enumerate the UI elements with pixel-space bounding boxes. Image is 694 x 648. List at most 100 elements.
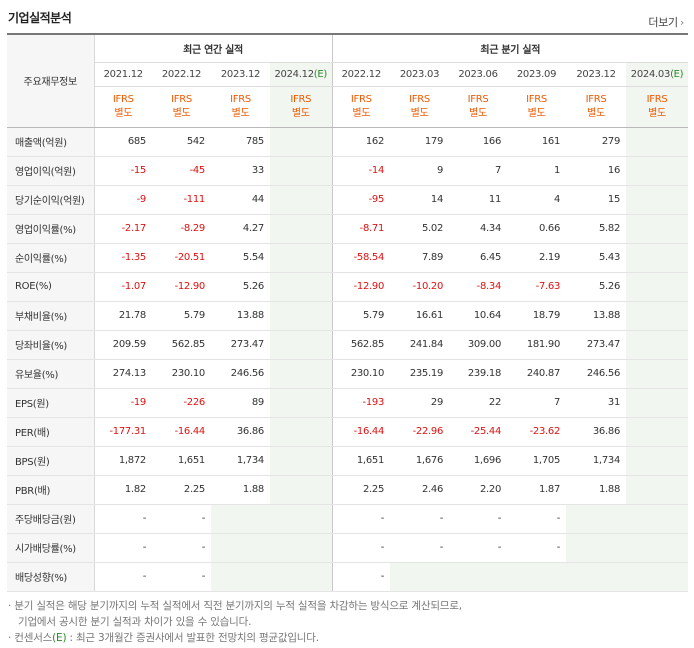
table-cell: -45 xyxy=(152,156,211,186)
table-cell xyxy=(270,127,333,157)
ifrs-type-label: 별도 xyxy=(648,107,666,119)
table-cell xyxy=(566,562,627,592)
table-row: 당좌비율(%) 209.59 562.85 273.47 562.85 241.84 309… xyxy=(7,330,689,360)
period-header: 2023.03 xyxy=(390,62,450,87)
table-cell: 239.18 xyxy=(449,359,508,389)
table-cell: 14 xyxy=(390,185,450,215)
row-label: 순이익률(%) xyxy=(7,243,95,273)
ifrs-type-label: 별도 xyxy=(114,107,133,119)
table-cell xyxy=(626,156,689,186)
table-cell: -111 xyxy=(152,185,211,215)
ifrs-label: IFRS xyxy=(230,93,251,105)
row-label: BPS(원) xyxy=(7,446,95,476)
table-cell xyxy=(211,533,270,563)
table-cell: -226 xyxy=(152,387,211,418)
table-cell: 2.19 xyxy=(507,243,567,273)
ifrs-type-label: 별도 xyxy=(231,107,250,119)
estimate-mark: (E) xyxy=(670,68,684,80)
table-cell: 21.78 xyxy=(94,300,152,331)
ifrs-label: IFRS xyxy=(112,93,134,105)
table-cell xyxy=(626,243,689,273)
table-cell: 5.54 xyxy=(211,243,270,273)
table-cell: - xyxy=(331,503,391,534)
table-cell: 5.43 xyxy=(566,243,627,273)
table-cell: - xyxy=(331,533,391,563)
table-cell xyxy=(626,446,689,476)
corner-label: 주요재무정보 xyxy=(7,33,95,128)
table-cell: 1,705 xyxy=(507,446,567,476)
table-cell: 22 xyxy=(449,387,508,418)
chevron-right-icon: › xyxy=(679,16,684,29)
table-cell xyxy=(390,562,450,592)
more-link[interactable]: 더보기 › xyxy=(648,14,684,30)
period-label: 2024.03 xyxy=(630,68,671,80)
table-cell: 240.87 xyxy=(507,359,567,389)
table-cell: 1 xyxy=(507,156,567,186)
period-label: 2023.12 xyxy=(220,68,261,80)
row-label: 당좌비율(%) xyxy=(7,330,95,360)
ifrs-header: IFRS 별도 xyxy=(94,86,152,128)
footnote-1: · 분기 실적은 해당 분기까지의 누적 실적에서 직전 분기까지의 누적 실적… xyxy=(8,600,462,612)
row-label: 당기순이익(억원) xyxy=(7,185,95,215)
ifrs-header: IFRS 별도 xyxy=(390,86,450,128)
table-cell: 1,734 xyxy=(566,446,627,476)
table-cell xyxy=(270,300,333,331)
row-label: 영업이익률(%) xyxy=(7,213,95,244)
table-cell: 2.25 xyxy=(331,475,391,505)
table-cell: 241.84 xyxy=(390,330,450,360)
table-cell: 9 xyxy=(390,156,450,186)
table-cell xyxy=(270,417,333,447)
period-header: 2024.12(E) xyxy=(270,62,333,87)
ifrs-type-label: 별도 xyxy=(291,107,310,119)
table-cell: 2.25 xyxy=(152,475,211,505)
footnote-2-estimate-mark: (E) xyxy=(52,632,67,644)
table-row: 당기순이익(억원) -9 -111 44 -95 14 11 4 15 xyxy=(7,185,689,215)
table-cell xyxy=(626,359,689,389)
table-cell: 273.47 xyxy=(566,330,627,360)
period-header: 2022.12 xyxy=(152,62,211,87)
ifrs-header: IFRS 별도 xyxy=(270,86,333,128)
ifrs-type-label: 별도 xyxy=(352,107,371,119)
table-cell: 279 xyxy=(566,127,627,157)
table-cell: 209.59 xyxy=(94,330,152,360)
row-label: 매출액(억원) xyxy=(7,127,95,157)
table-cell: 1,651 xyxy=(152,446,211,476)
table-cell: -12.90 xyxy=(152,272,211,302)
table-cell xyxy=(626,213,689,244)
table-row: 주당배당금(원) - - - - - - xyxy=(7,503,689,534)
table-cell: 1.88 xyxy=(566,475,627,505)
ifrs-label: IFRS xyxy=(171,93,192,105)
table-cell: -10.20 xyxy=(390,272,450,302)
table-row: EPS(원) -19 -226 89 -193 29 22 7 31 xyxy=(7,387,689,418)
table-cell: -25.44 xyxy=(449,417,508,447)
table-cell: - xyxy=(331,562,391,592)
period-label: 2024.12 xyxy=(274,68,315,80)
period-label: 2023.06 xyxy=(458,68,498,80)
ifrs-header: IFRS 별도 xyxy=(507,86,567,128)
period-header: 2022.12 xyxy=(331,62,391,87)
table-cell xyxy=(626,387,689,418)
table-cell: 16.61 xyxy=(390,300,450,331)
table-cell xyxy=(270,562,333,592)
table-cell: - xyxy=(94,503,152,534)
table-cell: -177.31 xyxy=(94,417,152,447)
row-label: ROE(%) xyxy=(7,272,95,302)
table-cell: 4.27 xyxy=(211,213,270,244)
table-cell: -8.34 xyxy=(449,272,508,302)
table-cell: -9 xyxy=(94,185,152,215)
table-row: BPS(원) 1,872 1,651 1,734 1,651 1,676 1,696 1,70… xyxy=(7,446,689,476)
table-cell: - xyxy=(507,533,567,563)
table-cell: -7.63 xyxy=(507,272,567,302)
table-row: 시가배당률(%) - - - - - - xyxy=(7,533,689,563)
row-label: 배당성향(%) xyxy=(7,562,95,592)
period-label: 2023.09 xyxy=(516,68,557,80)
table-cell: 2.20 xyxy=(449,475,508,505)
ifrs-header: IFRS 별도 xyxy=(211,86,270,128)
table-cell xyxy=(270,156,333,186)
table-cell: 15 xyxy=(566,185,627,215)
table-cell: 6.45 xyxy=(449,243,508,273)
ifrs-type-label: 별도 xyxy=(172,107,191,119)
table-cell xyxy=(270,475,333,505)
table-cell: - xyxy=(152,533,211,563)
table-cell xyxy=(626,330,689,360)
